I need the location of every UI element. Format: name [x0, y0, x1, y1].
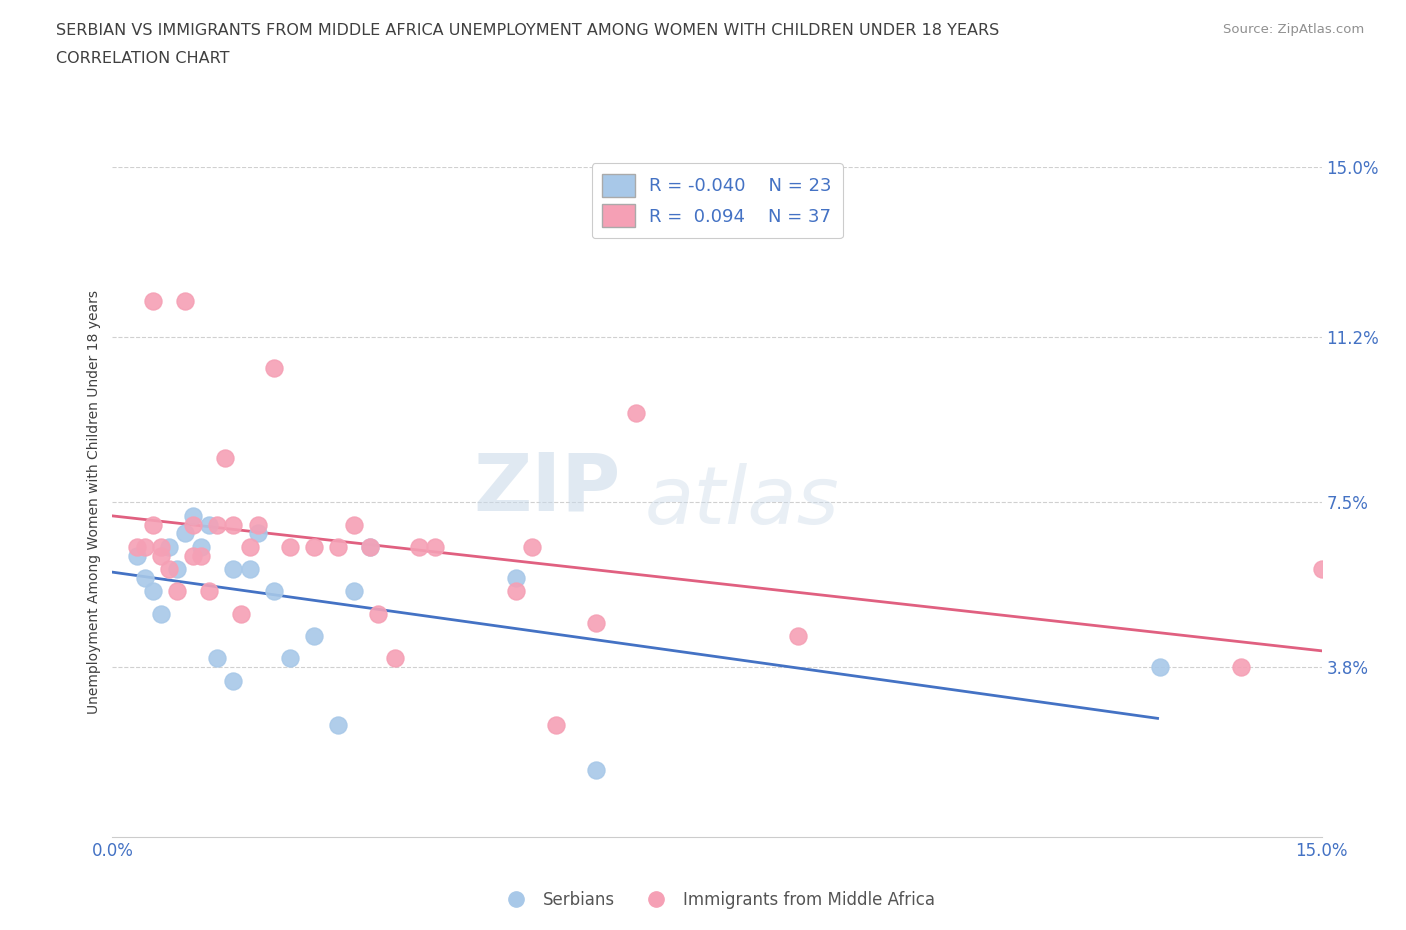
Point — [1149, 660, 1171, 675]
Point — [359, 539, 381, 554]
Point — [384, 651, 406, 666]
Point — [246, 526, 269, 541]
Point — [263, 584, 285, 599]
Point — [207, 517, 229, 532]
Point — [505, 584, 527, 599]
Text: CORRELATION CHART: CORRELATION CHART — [56, 51, 229, 66]
Point — [142, 584, 165, 599]
Point — [181, 549, 204, 564]
Y-axis label: Unemployment Among Women with Children Under 18 years: Unemployment Among Women with Children U… — [87, 290, 101, 714]
Point — [125, 539, 148, 554]
Point — [190, 549, 212, 564]
Point — [174, 294, 197, 309]
Text: atlas: atlas — [644, 463, 839, 541]
Point — [238, 562, 260, 577]
Point — [544, 718, 567, 733]
Point — [190, 539, 212, 554]
Legend: Serbians, Immigrants from Middle Africa: Serbians, Immigrants from Middle Africa — [492, 884, 942, 916]
Point — [1310, 562, 1333, 577]
Point — [181, 517, 204, 532]
Point — [214, 450, 236, 465]
Point — [222, 673, 245, 688]
Point — [174, 526, 197, 541]
Point — [238, 539, 260, 554]
Point — [198, 517, 221, 532]
Point — [263, 361, 285, 376]
Point — [343, 584, 366, 599]
Point — [328, 539, 350, 554]
Point — [505, 571, 527, 586]
Point — [198, 584, 221, 599]
Point — [157, 562, 180, 577]
Point — [149, 549, 172, 564]
Point — [626, 405, 648, 420]
Point — [302, 539, 325, 554]
Point — [408, 539, 430, 554]
Point — [166, 562, 188, 577]
Point — [786, 629, 808, 644]
Point — [520, 539, 543, 554]
Point — [278, 651, 301, 666]
Point — [125, 549, 148, 564]
Point — [142, 517, 165, 532]
Point — [1230, 660, 1253, 675]
Point — [367, 606, 389, 621]
Point — [222, 517, 245, 532]
Text: SERBIAN VS IMMIGRANTS FROM MIDDLE AFRICA UNEMPLOYMENT AMONG WOMEN WITH CHILDREN : SERBIAN VS IMMIGRANTS FROM MIDDLE AFRICA… — [56, 23, 1000, 38]
Point — [166, 584, 188, 599]
Point — [585, 616, 607, 631]
Point — [142, 294, 165, 309]
Point — [222, 562, 245, 577]
Point — [278, 539, 301, 554]
Point — [134, 571, 156, 586]
Point — [359, 539, 381, 554]
Point — [423, 539, 446, 554]
Point — [328, 718, 350, 733]
Text: Source: ZipAtlas.com: Source: ZipAtlas.com — [1223, 23, 1364, 36]
Point — [149, 539, 172, 554]
Text: ZIP: ZIP — [472, 450, 620, 528]
Point — [157, 539, 180, 554]
Point — [134, 539, 156, 554]
Point — [302, 629, 325, 644]
Point — [231, 606, 253, 621]
Point — [181, 508, 204, 523]
Point — [343, 517, 366, 532]
Point — [246, 517, 269, 532]
Point — [149, 606, 172, 621]
Point — [207, 651, 229, 666]
Point — [585, 763, 607, 777]
